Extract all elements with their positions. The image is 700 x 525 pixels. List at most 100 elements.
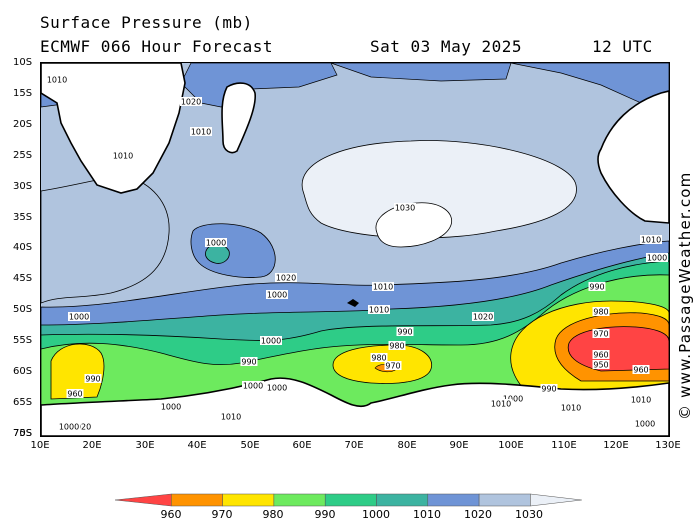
svg-text:1020: 1020 bbox=[71, 423, 91, 432]
lon-label-20e: 20E bbox=[82, 440, 102, 451]
colorbar-segment bbox=[171, 493, 223, 507]
forecast-time: 12 UTC bbox=[592, 37, 653, 56]
lat-label-40s: 40S bbox=[13, 242, 33, 253]
svg-text:1010: 1010 bbox=[47, 76, 67, 85]
svg-text:990: 990 bbox=[241, 358, 256, 367]
contour-label: 1020 bbox=[275, 273, 297, 283]
colorbar-segment bbox=[273, 493, 326, 507]
svg-text:950: 950 bbox=[593, 361, 608, 370]
svg-text:990: 990 bbox=[85, 375, 100, 384]
svg-text:1000: 1000 bbox=[647, 254, 667, 263]
lon-label-100e: 100E bbox=[498, 440, 524, 451]
svg-text:990: 990 bbox=[397, 328, 412, 337]
lat-label-45s: 45S bbox=[13, 273, 33, 284]
pressure-map: 1010 1020 1030 1010 1000 1010 1020 1010 1000 990 9… bbox=[40, 62, 670, 437]
contour-label: 1000 bbox=[266, 383, 288, 393]
svg-text:1000: 1000 bbox=[635, 420, 655, 429]
svg-text:970: 970 bbox=[593, 330, 608, 339]
svg-text:960: 960 bbox=[67, 390, 82, 399]
lat-label-50s: 50S bbox=[13, 304, 33, 315]
lon-label-110e: 110E bbox=[551, 440, 577, 451]
contour-label: 1010 bbox=[190, 127, 212, 137]
svg-text:1010: 1010 bbox=[369, 306, 389, 315]
colorbar-segment bbox=[530, 493, 582, 507]
contour-label: 1020 bbox=[180, 97, 202, 107]
svg-text:980: 980 bbox=[593, 308, 608, 317]
high-1030-outer bbox=[301, 140, 577, 239]
contour-label: 1010 bbox=[112, 151, 134, 161]
lon-label-10e: 10E bbox=[30, 440, 50, 451]
svg-text:1000: 1000 bbox=[261, 337, 281, 346]
contour-label: 1010 bbox=[560, 403, 582, 413]
pressure-colorbar bbox=[115, 493, 582, 507]
contour-label: 1010 bbox=[220, 412, 242, 422]
svg-text:970: 970 bbox=[385, 362, 400, 371]
contour-label: 990 bbox=[540, 384, 558, 394]
pressure-map-canvas: 1010102010301010100010101020101010009909… bbox=[41, 63, 669, 436]
svg-text:1010: 1010 bbox=[561, 404, 581, 413]
band-950 bbox=[567, 326, 669, 372]
madagascar-land bbox=[221, 82, 256, 154]
legend-label-960: 960 bbox=[160, 508, 182, 521]
low-1000-isolated bbox=[205, 244, 230, 264]
colorbar-segment bbox=[427, 493, 480, 507]
contour-label: 1020 bbox=[70, 422, 92, 432]
contour-label: 980 bbox=[388, 341, 406, 351]
contour-label: 1000 bbox=[502, 394, 524, 404]
contour-label: 1000 bbox=[205, 238, 227, 248]
svg-text:1010: 1010 bbox=[191, 128, 211, 137]
svg-text:980: 980 bbox=[371, 354, 386, 363]
high-1030-inner bbox=[375, 202, 453, 248]
svg-text:1010: 1010 bbox=[491, 400, 511, 409]
contour-label: 1000 bbox=[58, 422, 80, 432]
legend-label-970: 970 bbox=[211, 508, 233, 521]
svg-text:1000: 1000 bbox=[503, 395, 523, 404]
contour-label: 1010 bbox=[630, 395, 652, 405]
contour-label: 1000 bbox=[260, 336, 282, 346]
contour-label: 970 bbox=[592, 329, 610, 339]
legend-label-980: 980 bbox=[262, 508, 284, 521]
svg-text:1000: 1000 bbox=[206, 239, 226, 248]
model-forecast-label: ECMWF 066 Hour Forecast bbox=[40, 37, 274, 56]
svg-text:1010: 1010 bbox=[221, 413, 241, 422]
contour-label: 990 bbox=[396, 327, 414, 337]
colorbar-segment bbox=[115, 493, 172, 507]
svg-text:1000: 1000 bbox=[59, 423, 79, 432]
antarctica-land bbox=[41, 377, 669, 436]
contour-label: 1010 bbox=[640, 235, 662, 245]
band-970-west bbox=[50, 343, 105, 400]
lat-label-75s: 75S bbox=[13, 428, 33, 439]
low-1010-isolated bbox=[190, 223, 276, 278]
lon-label-130e: 130E bbox=[655, 440, 681, 451]
contour-label: 1000 bbox=[646, 253, 668, 263]
lon-label-90e: 90E bbox=[449, 440, 469, 451]
svg-text:1030: 1030 bbox=[395, 204, 415, 213]
lon-label-50e: 50E bbox=[240, 440, 260, 451]
lat-label-70s: 70S bbox=[13, 428, 33, 439]
contour-label: 1010 bbox=[490, 399, 512, 409]
contour-label: 990 bbox=[84, 374, 102, 384]
contour-label: 1030 bbox=[394, 203, 416, 213]
contour-label: 990 bbox=[240, 357, 258, 367]
lat-label-30s: 30S bbox=[13, 181, 33, 192]
lat-label-55s: 55S bbox=[13, 335, 33, 346]
band-1010-north-center bbox=[330, 63, 512, 82]
contour-label: 960 bbox=[632, 365, 650, 375]
kerguelen-islands bbox=[347, 299, 359, 307]
svg-text:1010: 1010 bbox=[113, 152, 133, 161]
legend-label-1000: 1000 bbox=[362, 508, 390, 521]
svg-text:1020: 1020 bbox=[181, 98, 201, 107]
map-title: Surface Pressure (mb) bbox=[40, 13, 253, 32]
contour-label: 1020 bbox=[472, 312, 494, 322]
contour-label: 990 bbox=[588, 282, 606, 292]
svg-text:1000: 1000 bbox=[161, 403, 181, 412]
colorbar-segment bbox=[324, 493, 377, 507]
contour-label: 970 bbox=[384, 361, 402, 371]
forecast-date: Sat 03 May 2025 bbox=[370, 37, 522, 56]
svg-text:1020: 1020 bbox=[473, 313, 493, 322]
lon-label-40e: 40E bbox=[187, 440, 207, 451]
contour-label: 960 bbox=[592, 350, 610, 360]
lat-label-35s: 35S bbox=[13, 212, 33, 223]
svg-text:1010: 1010 bbox=[631, 396, 651, 405]
svg-text:1000: 1000 bbox=[267, 291, 287, 300]
